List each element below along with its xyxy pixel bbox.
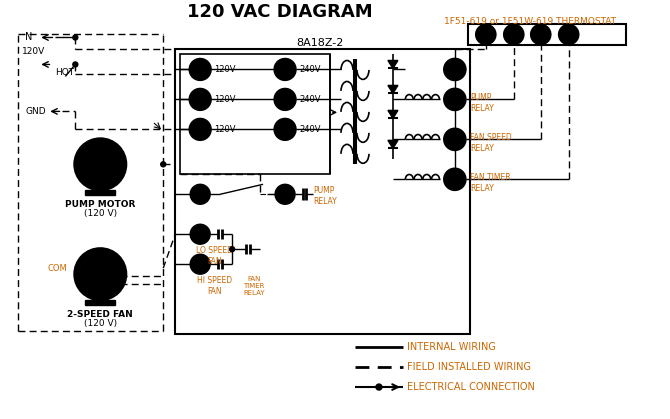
Circle shape — [274, 88, 296, 110]
Circle shape — [189, 119, 211, 140]
Text: 120V: 120V — [214, 65, 236, 74]
Text: 240V: 240V — [299, 125, 320, 134]
Circle shape — [189, 88, 211, 110]
Text: L2: L2 — [280, 65, 290, 74]
Text: 2-SPEED FAN: 2-SPEED FAN — [68, 310, 133, 318]
Text: L1: L1 — [195, 190, 205, 199]
Text: R: R — [482, 29, 489, 39]
Circle shape — [161, 162, 165, 167]
Text: COM: COM — [48, 264, 68, 273]
Circle shape — [83, 259, 101, 277]
Circle shape — [476, 24, 496, 44]
Text: 8A18Z-2: 8A18Z-2 — [296, 39, 344, 49]
Circle shape — [376, 384, 382, 390]
FancyBboxPatch shape — [180, 54, 330, 174]
Text: (120 V): (120 V) — [84, 209, 117, 218]
Circle shape — [99, 267, 117, 285]
Text: 240V: 240V — [299, 95, 320, 104]
Circle shape — [444, 128, 466, 150]
Text: PUMP MOTOR: PUMP MOTOR — [65, 200, 135, 209]
Circle shape — [504, 24, 524, 44]
Text: INTERNAL WIRING: INTERNAL WIRING — [407, 342, 496, 352]
Text: P2: P2 — [279, 95, 291, 104]
Text: HI: HI — [105, 273, 112, 279]
Circle shape — [73, 62, 78, 67]
Text: F2: F2 — [279, 125, 290, 134]
Text: FAN
TIMER
RELAY: FAN TIMER RELAY — [243, 276, 265, 296]
Text: FAN SPEED
RELAY: FAN SPEED RELAY — [470, 133, 512, 153]
Text: PUMP
RELAY: PUMP RELAY — [470, 93, 494, 113]
Text: GND: GND — [25, 107, 46, 116]
Text: Y: Y — [452, 134, 458, 145]
Polygon shape — [388, 85, 398, 93]
Circle shape — [274, 119, 296, 140]
Text: (120 V): (120 V) — [84, 318, 117, 328]
Circle shape — [90, 146, 111, 166]
Circle shape — [92, 276, 109, 292]
Text: 120V: 120V — [214, 95, 236, 104]
Text: 1F51-619 or 1F51W-619 THERMOSTAT: 1F51-619 or 1F51W-619 THERMOSTAT — [444, 17, 616, 26]
Circle shape — [189, 59, 211, 80]
Text: 120 VAC DIAGRAM: 120 VAC DIAGRAM — [187, 3, 373, 21]
Circle shape — [452, 67, 458, 72]
Circle shape — [74, 138, 126, 190]
Polygon shape — [388, 140, 398, 148]
Text: N: N — [197, 65, 204, 74]
Text: W: W — [509, 29, 519, 39]
Circle shape — [230, 247, 234, 252]
Text: P1: P1 — [280, 190, 290, 199]
Circle shape — [190, 184, 210, 204]
Circle shape — [531, 24, 551, 44]
Text: P2: P2 — [195, 95, 206, 104]
Circle shape — [444, 88, 466, 110]
Text: 240V: 240V — [299, 65, 320, 74]
Circle shape — [90, 162, 111, 182]
Text: N: N — [25, 33, 32, 42]
Text: Y: Y — [538, 29, 543, 39]
Text: PUMP
RELAY: PUMP RELAY — [313, 186, 337, 206]
Text: LO: LO — [96, 281, 105, 287]
Text: G: G — [565, 29, 572, 39]
Text: HI SPEED
FAN: HI SPEED FAN — [196, 276, 232, 295]
Polygon shape — [388, 110, 398, 119]
Polygon shape — [388, 60, 398, 68]
Text: FAN TIMER
RELAY: FAN TIMER RELAY — [470, 173, 511, 193]
Text: W: W — [450, 94, 460, 104]
Text: LO SPEED
FAN: LO SPEED FAN — [196, 246, 232, 266]
FancyBboxPatch shape — [468, 23, 626, 46]
FancyBboxPatch shape — [175, 49, 470, 334]
Circle shape — [190, 254, 210, 274]
Circle shape — [275, 184, 295, 204]
Text: FIELD INSTALLED WIRING: FIELD INSTALLED WIRING — [407, 362, 531, 372]
Circle shape — [74, 248, 126, 300]
Text: 120V: 120V — [214, 125, 236, 134]
Text: F2: F2 — [195, 125, 206, 134]
Circle shape — [274, 59, 296, 80]
Circle shape — [444, 59, 466, 80]
Text: HI: HI — [196, 260, 204, 269]
Text: R: R — [452, 65, 458, 75]
Text: G: G — [451, 174, 458, 184]
Circle shape — [559, 24, 579, 44]
Circle shape — [73, 35, 78, 40]
Text: HOT: HOT — [56, 68, 74, 77]
Text: ELECTRICAL CONNECTION: ELECTRICAL CONNECTION — [407, 382, 535, 392]
Circle shape — [444, 168, 466, 190]
Text: 120V: 120V — [22, 47, 46, 56]
Text: LO: LO — [195, 230, 205, 239]
Circle shape — [190, 224, 210, 244]
Bar — [85, 300, 115, 305]
Bar — [85, 190, 115, 195]
